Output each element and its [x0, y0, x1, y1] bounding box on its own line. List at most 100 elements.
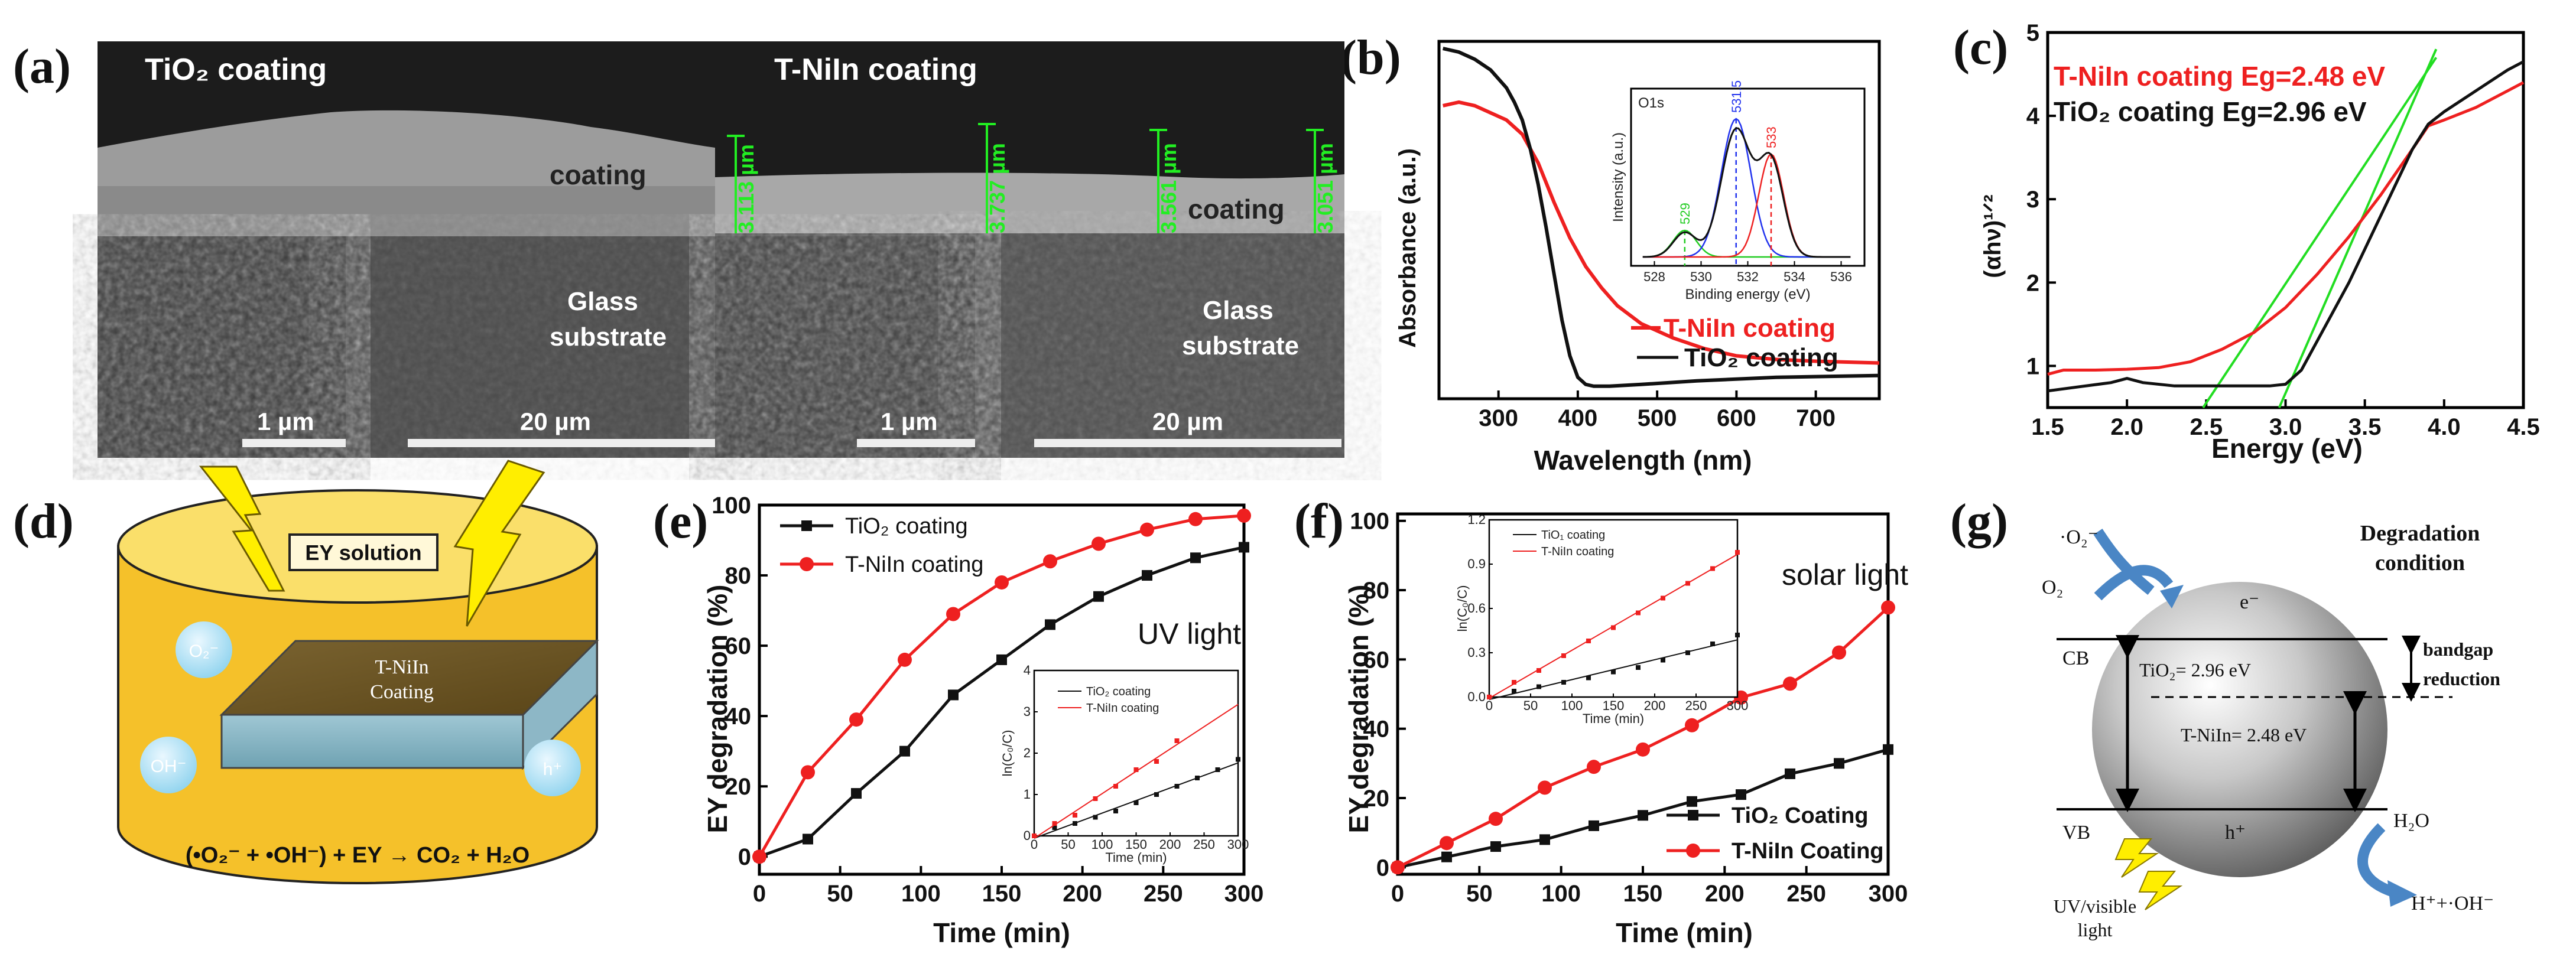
f-x-tick-label-2: 100	[1541, 881, 1581, 907]
e-inset-series-1-point-6	[1154, 759, 1159, 764]
e-inset-series-0-point-6	[1154, 792, 1159, 797]
scalebar-20um-left	[408, 439, 715, 447]
c-y-tick-label-4: 5	[2026, 20, 2039, 46]
e-legend-label-1: T-NiIn coating	[845, 552, 983, 577]
f-inset-series-1-point-10	[1735, 550, 1740, 555]
e-series-1-point-0	[752, 849, 766, 864]
hydroxide-bubble-icon	[140, 737, 197, 793]
f-series-1-point-2	[1489, 812, 1503, 826]
f-legend-label-0: TiO₂ Coating	[1732, 803, 1869, 828]
c-x-tick-label-2: 2.5	[2190, 414, 2223, 440]
f-series-1-point-3	[1538, 780, 1552, 795]
substrate-left-texture	[346, 236, 715, 458]
f-inset-series-1-point-8	[1685, 581, 1690, 586]
e-series-0-point-1	[803, 833, 813, 845]
vb-label: VB	[2062, 822, 2090, 844]
superoxide-bubble-icon	[176, 621, 232, 678]
f-x-tick-label-0: 0	[1391, 881, 1404, 907]
f-inset-series-1-point-5	[1611, 625, 1616, 630]
f-y-tick-label-0: 0	[1376, 855, 1389, 881]
e-series-1-point-6	[1043, 554, 1057, 569]
e-series-0-point-7	[1093, 591, 1104, 602]
o2-curved-arrow-icon	[2094, 565, 2174, 601]
scalebar-20um-right	[1034, 439, 1341, 447]
f-inset-series-1-point-4	[1586, 639, 1591, 643]
b-y-axis-label: Absorbance (a.u.)	[1395, 148, 1421, 348]
e-x-axis-label: Time (min)	[933, 917, 1070, 948]
f-series-0-point-1	[1441, 851, 1452, 862]
e-y-tick-label-4: 80	[725, 563, 752, 589]
panel-d-schematic: EY solution T-NiIn Coating O₂⁻ OH⁻ h⁺ (•…	[117, 460, 599, 884]
light-label-2: light	[2078, 919, 2113, 940]
substrate-label-right-1: Glass	[1203, 296, 1274, 325]
panel-label-a: (a)	[13, 39, 71, 94]
reaction-equation: (•O₂⁻ + •OH⁻) + EY → CO₂ + H₂O	[186, 843, 530, 868]
e-inset-x-tick-label-6: 300	[1227, 837, 1249, 852]
e-x-tick-label-4: 200	[1063, 881, 1102, 907]
f-y-tick-label-2: 40	[1363, 717, 1390, 743]
c-y-tick-label-0: 1	[2026, 353, 2039, 379]
f-inset-x-tick-label-5: 250	[1685, 698, 1707, 713]
f-y-tick-label-5: 100	[1350, 509, 1389, 535]
thickness-label-2: 3.737 µm	[985, 143, 1009, 233]
f-series-1-point-1	[1440, 836, 1454, 851]
c-legend-label-0: T-NiIn coating Eg=2.48 eV	[2054, 61, 2385, 92]
chart-c-tauc: 1.5 2.0 2.5 3.0 3.5 4.0 4.5 1 2 3 4 5 T-NiIn coating…	[1980, 20, 2540, 464]
substrate-label-right-2: substrate	[1182, 331, 1299, 360]
e-inset-x-tick-label-4: 200	[1159, 837, 1181, 852]
b-legend-label-1: TiO₂ coating	[1684, 343, 1838, 372]
panel-label-b: (b)	[1340, 30, 1401, 85]
b-inset-x-label: Binding energy (eV)	[1685, 286, 1810, 302]
f-series-0-point-4	[1589, 820, 1599, 831]
hole-bubble-icon	[524, 740, 581, 796]
f-series-1-point-0	[1391, 860, 1405, 875]
f-series-0-point-5	[1638, 810, 1648, 821]
e-inset-series-0-point-2	[1073, 821, 1077, 826]
coating-band-right	[715, 172, 1344, 233]
c-x-tick-label-1: 2.0	[2110, 414, 2143, 440]
e-inset-series-0-point-3	[1093, 815, 1098, 820]
tio2-gap-label: TiO₂= 2.96 eV	[2139, 659, 2251, 681]
c-series-0-line	[2047, 81, 2525, 376]
coating-band-left	[98, 110, 715, 186]
f-inset-legend-label-1: T-NiIn coating	[1541, 545, 1614, 558]
f-inset-x-tick-label-2: 100	[1561, 698, 1583, 713]
f-inset-legend-label-0: TiO₁ coating	[1541, 529, 1605, 542]
slab-top	[219, 640, 599, 716]
f-series-0-point-9	[1834, 758, 1844, 769]
g-title-1: Degradation	[2360, 521, 2480, 546]
slab-label-1: T-NiIn	[375, 656, 428, 678]
f-inset-series-0-point-1	[1512, 689, 1516, 693]
reduction-label-2: reduction	[2423, 668, 2500, 689]
hole-label: h⁺	[543, 760, 563, 779]
g-title-2: condition	[2375, 551, 2465, 575]
lightning-bolt-right-icon	[453, 460, 545, 627]
f-series-0-point-2	[1490, 841, 1501, 852]
panel-label-f: (f)	[1294, 494, 1344, 549]
light-bolt-1-icon	[2114, 838, 2159, 878]
c-y-axis-label: (αhν)¹ᐟ²	[1980, 194, 2006, 278]
f-series-1-point-9	[1832, 645, 1846, 660]
b-inset-title: O1s	[1638, 95, 1664, 111]
e-inset-y-tick-label-2: 2	[1024, 745, 1031, 760]
e-x-tick-label-1: 50	[827, 881, 853, 907]
scale-label-1um-left: 1 µm	[257, 408, 314, 435]
f-series-0-point-3	[1539, 834, 1550, 845]
e-y-tick-label-5: 100	[712, 493, 751, 519]
panel-label-d: (d)	[13, 494, 74, 549]
h2o-arrowhead-icon	[2387, 880, 2417, 907]
f-series-0-point-8	[1785, 768, 1795, 779]
f-inset-series-1-point-9	[1710, 566, 1715, 571]
f-inset-series-0-point-2	[1536, 684, 1541, 689]
e-y-tick-label-2: 40	[725, 704, 752, 730]
thickness-label-3: 3.561 µm	[1157, 143, 1181, 233]
panel-label-g: (g)	[1950, 494, 2008, 549]
b-inset-y-label: Intensity (a.u.)	[1610, 132, 1626, 222]
c-x-axis-label: Energy (eV)	[2211, 433, 2363, 464]
scale-label-20um-right: 20 µm	[1152, 408, 1223, 435]
e-y-axis-label: EY degradation (%)	[702, 585, 733, 833]
e-inset-x-label: Time (min)	[1105, 850, 1167, 865]
e-inset-series-1-point-1	[1052, 821, 1057, 826]
